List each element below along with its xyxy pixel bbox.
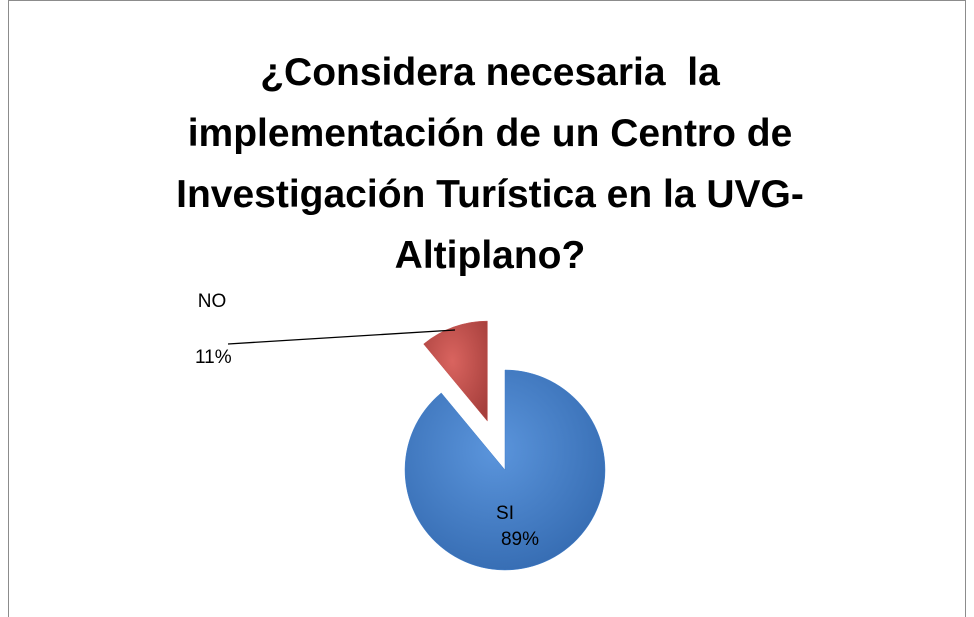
leader-line — [227, 329, 456, 345]
category-label: NO — [198, 291, 227, 312]
chart-frame — [8, 0, 966, 617]
value-label: 89% — [501, 529, 539, 550]
pie-slice — [404, 369, 606, 571]
category-label: SI — [496, 503, 514, 524]
value-label: 11% — [195, 347, 232, 368]
pie-slice — [423, 320, 488, 422]
chart-title: ¿Considera necesaria la implementación d… — [176, 51, 804, 277]
